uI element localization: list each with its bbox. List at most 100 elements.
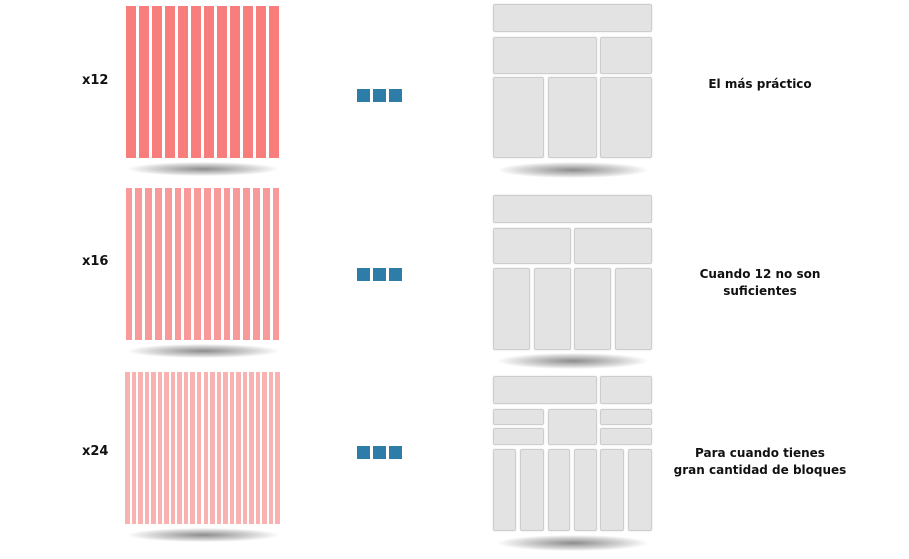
- dot: [373, 446, 386, 459]
- ellipsis-icon: [357, 268, 403, 281]
- grid-column: [164, 6, 175, 158]
- dot: [357, 89, 370, 102]
- layout-block: [534, 268, 571, 350]
- grid-column: [125, 188, 133, 340]
- grid-column: [135, 188, 143, 340]
- layout-shadow: [498, 535, 648, 551]
- layout-wireframe-24: [493, 376, 652, 531]
- grid-column: [262, 372, 267, 524]
- layout-block: [520, 449, 544, 531]
- layout-block: [548, 409, 597, 445]
- grid-column: [194, 188, 201, 340]
- layout-block: [493, 409, 544, 425]
- dot: [357, 268, 370, 281]
- description-line: suficientes: [723, 284, 797, 298]
- grid-column: [131, 372, 137, 524]
- grid-column: [262, 188, 270, 340]
- layout-wireframe-12: [493, 4, 652, 160]
- grid-column: [223, 372, 228, 524]
- layout-block: [574, 228, 652, 264]
- grid-size-label: x24: [82, 444, 109, 459]
- grid-column: [144, 372, 150, 524]
- description-line: Para cuando tienes: [695, 446, 825, 460]
- dot: [373, 89, 386, 102]
- grid-column: [216, 372, 222, 524]
- grid-column: [164, 372, 169, 524]
- layout-block: [574, 268, 611, 350]
- grid-column: [157, 372, 163, 524]
- grid-column: [236, 372, 241, 524]
- ellipsis-icon: [357, 89, 403, 102]
- layout-shadow: [498, 162, 648, 178]
- layout-block: [600, 449, 624, 531]
- layout-wireframe-16: [493, 195, 652, 351]
- ellipsis-icon: [357, 446, 403, 459]
- description-line: El más práctico: [708, 77, 812, 91]
- grid-column: [243, 188, 251, 340]
- grid-shadow: [128, 344, 278, 358]
- grid-column: [151, 372, 156, 524]
- grid-column: [151, 6, 162, 158]
- layout-block: [493, 428, 544, 445]
- grid-size-label: x16: [82, 254, 109, 269]
- layout-block: [493, 37, 597, 74]
- layout-block: [493, 268, 530, 350]
- grid-column: [204, 188, 211, 340]
- row-description: Cuando 12 no son suficientes: [650, 266, 870, 300]
- dot: [389, 446, 402, 459]
- grid-column: [204, 6, 215, 158]
- grid-column: [213, 188, 221, 340]
- layout-block: [493, 77, 544, 158]
- grid-column: [190, 6, 201, 158]
- column-grid-24: [124, 372, 281, 524]
- grid-column: [164, 188, 172, 340]
- grid-column: [190, 372, 195, 524]
- layout-block: [600, 428, 652, 445]
- dot: [373, 268, 386, 281]
- grid-column: [256, 6, 267, 158]
- grid-column: [177, 372, 182, 524]
- layout-block: [574, 449, 597, 531]
- grid-column: [170, 372, 176, 524]
- grid-column: [243, 6, 254, 158]
- grid-column: [183, 372, 189, 524]
- grid-column: [125, 6, 136, 158]
- grid-column: [184, 188, 192, 340]
- grid-column: [210, 372, 215, 524]
- grid-column: [223, 188, 231, 340]
- grid-shadow: [128, 162, 278, 176]
- grid-shadow: [128, 528, 278, 542]
- grid-column: [174, 188, 182, 340]
- dot: [389, 268, 402, 281]
- row-description: El más práctico: [650, 76, 870, 93]
- row-description: Para cuando tienes gran cantidad de bloq…: [650, 445, 870, 479]
- layout-block: [600, 37, 652, 74]
- layout-block: [600, 409, 652, 425]
- description-line: Cuando 12 no son: [699, 267, 821, 281]
- grid-column: [233, 188, 241, 340]
- grid-column: [145, 188, 152, 340]
- grid-column: [242, 372, 248, 524]
- dot: [389, 89, 402, 102]
- layout-block: [493, 228, 571, 264]
- grid-column: [229, 372, 235, 524]
- grid-column: [217, 6, 228, 158]
- layout-block: [493, 195, 652, 223]
- grid-column: [268, 372, 274, 524]
- grid-column: [255, 372, 261, 524]
- grid-column: [154, 188, 162, 340]
- layout-block: [548, 77, 597, 158]
- description-line: gran cantidad de bloques: [673, 463, 847, 477]
- grid-column: [196, 372, 202, 524]
- column-grid-16: [124, 188, 281, 340]
- grid-column: [275, 372, 280, 524]
- grid-column: [138, 372, 143, 524]
- grid-column: [253, 188, 260, 340]
- layout-block: [548, 449, 570, 531]
- layout-block: [628, 449, 652, 531]
- grid-column: [230, 6, 241, 158]
- dot: [357, 446, 370, 459]
- layout-block: [493, 376, 597, 404]
- grid-column: [249, 372, 254, 524]
- layout-block: [615, 268, 652, 350]
